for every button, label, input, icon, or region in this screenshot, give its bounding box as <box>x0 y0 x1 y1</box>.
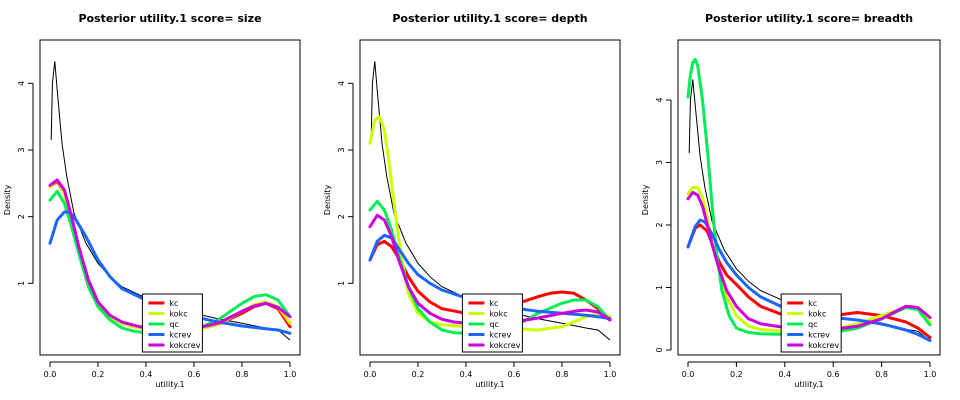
plot-frame <box>359 39 621 356</box>
y-tick-label: 1 <box>655 285 664 290</box>
y-tick-label: 0 <box>655 347 664 352</box>
x-tick-label: 0.2 <box>730 370 743 379</box>
legend-label-qc: qc <box>489 320 498 329</box>
x-tick-label: 1.0 <box>924 370 937 379</box>
x-tick-label: 1.0 <box>284 370 297 379</box>
chart-panel-2: Posterior utility.1 score= depth 0.0 0.2 0.… <box>323 12 621 389</box>
x-tick-label: 0.0 <box>364 370 377 379</box>
x-axis-label: utility.1 <box>475 380 504 389</box>
x-tick-label: 1.0 <box>604 370 617 379</box>
legend-label-kcrev: kcrev <box>169 331 191 340</box>
legend-label-kc: kc <box>808 299 817 308</box>
x-tick-label: 0.8 <box>236 370 249 379</box>
y-axis-label: Density <box>641 185 650 216</box>
x-axis-label: utility.1 <box>155 380 184 389</box>
legend-label-kokc: kokc <box>169 310 187 319</box>
y-tick-label: 3 <box>655 160 664 165</box>
legend-label-kc: kc <box>489 299 498 308</box>
x-tick-label: 0.8 <box>875 370 888 379</box>
series-line-kokc <box>686 186 932 333</box>
x-tick-label: 0.8 <box>556 370 569 379</box>
y-tick-label: 4 <box>655 97 664 102</box>
x-tick-label: 0.6 <box>188 370 201 379</box>
series-line-kcrev <box>368 233 612 321</box>
legend-label-kokcrev: kokcrev <box>489 341 520 350</box>
legend-label-qc: qc <box>169 320 178 329</box>
legend-label-kokcrev: kokcrev <box>808 341 839 350</box>
x-tick-label: 0.2 <box>412 370 425 379</box>
y-tick-label: 3 <box>337 147 346 152</box>
series-line-kcrev <box>48 210 292 335</box>
y-axis-label: Density <box>323 185 332 216</box>
x-tick-label: 0.0 <box>44 370 57 379</box>
y-tick-label: 4 <box>337 81 346 86</box>
chart-panel-1: Posterior utility.1 score= size 0.0 0.2 0.4… <box>3 12 301 389</box>
chart-title: Posterior utility.1 score= depth <box>392 12 587 25</box>
y-tick-label: 2 <box>337 214 346 219</box>
x-tick-label: 0.0 <box>682 370 695 379</box>
x-axis-label: utility.1 <box>794 380 823 389</box>
series-line-kokcrev <box>368 213 612 325</box>
chart-title: Posterior utility.1 score= breadth <box>705 12 913 25</box>
y-axis-label: Density <box>3 185 12 216</box>
y-tick-label: 1 <box>17 281 26 286</box>
y-tick-label: 1 <box>337 281 346 286</box>
legend-label-kc: kc <box>169 299 178 308</box>
x-tick-label: 0.2 <box>92 370 105 379</box>
x-tick-label: 0.4 <box>140 370 153 379</box>
plot-frame <box>677 39 941 356</box>
y-tick-label: 2 <box>655 222 664 227</box>
legend-label-kokc: kokc <box>808 310 826 319</box>
x-tick-label: 0.6 <box>508 370 521 379</box>
y-tick-label: 2 <box>17 214 26 219</box>
x-tick-label: 0.4 <box>778 370 791 379</box>
y-tick-label: 3 <box>17 147 26 152</box>
legend-label-qc: qc <box>808 320 817 329</box>
y-tick-label: 4 <box>17 81 26 86</box>
chart-panel-3: Posterior utility.1 score= breadth 0.0 0.2… <box>641 12 941 389</box>
x-tick-label: 0.4 <box>460 370 473 379</box>
legend-label-kokcrev: kokcrev <box>169 341 200 350</box>
legend-label-kokc: kokc <box>489 310 507 319</box>
series-line-kcrev <box>686 218 932 343</box>
series-line-kokcrev <box>686 191 932 331</box>
x-tick-label: 0.6 <box>827 370 840 379</box>
legend-label-kcrev: kcrev <box>808 331 830 340</box>
series-line-qc <box>368 199 612 335</box>
series-line-kokcrev <box>48 178 292 332</box>
plot-frame <box>39 39 301 356</box>
chart-title: Posterior utility.1 score= size <box>78 12 261 25</box>
reference-density-line <box>370 61 611 341</box>
series-line-qc <box>48 189 292 335</box>
legend-label-kcrev: kcrev <box>489 331 511 340</box>
